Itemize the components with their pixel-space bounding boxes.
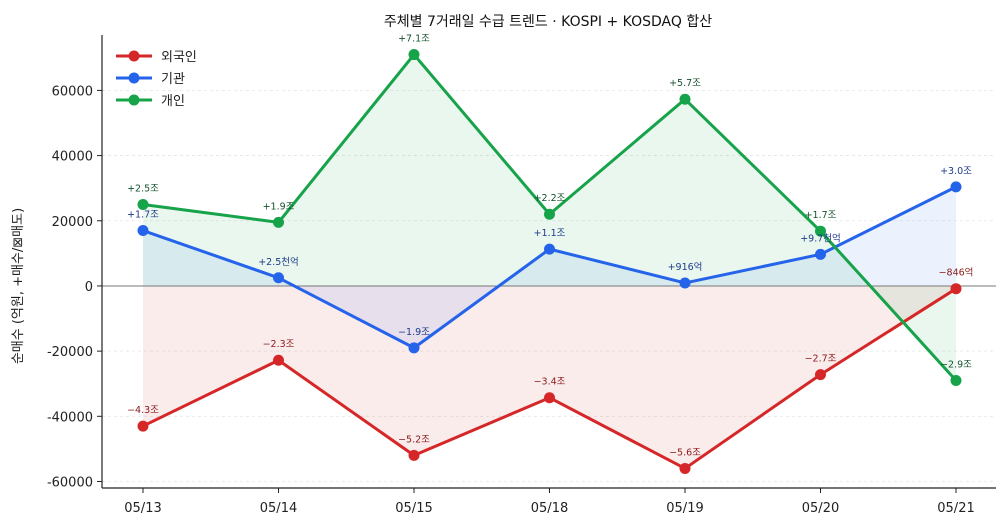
data-point	[679, 462, 691, 474]
x-tick-label: 05/21	[937, 501, 974, 516]
x-tick-label: 05/19	[666, 501, 703, 516]
data-label: −1.9조	[398, 327, 430, 338]
series-fill	[143, 186, 956, 348]
data-label: +7.1조	[398, 34, 430, 45]
x-tick-label: 05/20	[802, 501, 839, 516]
chart-title: 주체별 7거래일 수급 트렌드 · KOSPI + KOSDAQ 합산	[384, 14, 712, 30]
data-label: +2.2조	[534, 193, 566, 204]
data-label: −3.4조	[534, 377, 566, 388]
data-point	[408, 49, 420, 61]
data-point	[679, 93, 691, 105]
data-point	[815, 225, 826, 237]
legend-marker	[128, 72, 140, 84]
data-label: −2.7조	[805, 354, 837, 365]
data-point	[544, 243, 555, 255]
data-point	[408, 342, 420, 354]
data-label: −2.3조	[263, 339, 295, 350]
data-label: −5.2조	[398, 434, 430, 445]
x-tick-label: 05/14	[260, 501, 297, 516]
x-tick-label: 05/15	[395, 501, 432, 516]
data-point	[950, 181, 962, 193]
data-label: +1.7조	[805, 210, 837, 221]
legend-marker	[128, 50, 140, 62]
data-point	[137, 225, 149, 237]
data-label: +1.1조	[534, 228, 566, 239]
data-point	[544, 392, 555, 404]
data-label: −4.3조	[127, 405, 159, 416]
data-point	[544, 208, 555, 220]
data-point	[950, 374, 962, 386]
data-point	[273, 354, 284, 366]
y-tick-label: 0	[85, 280, 93, 295]
series-fill	[143, 285, 956, 469]
y-tick-label: 20000	[52, 215, 93, 230]
data-point	[137, 198, 149, 210]
data-point	[815, 369, 826, 381]
series-points	[137, 49, 962, 474]
data-point	[815, 248, 826, 260]
data-point	[137, 420, 149, 432]
data-label: −5.6조	[669, 447, 701, 458]
y-tick-label: 40000	[52, 150, 93, 165]
data-label: +2.5조	[127, 183, 159, 194]
x-tick-label: 05/13	[124, 501, 161, 516]
data-label: +1.7조	[127, 210, 159, 221]
data-label: +916억	[668, 261, 703, 273]
data-label: +3.0조	[940, 166, 972, 177]
data-point	[273, 272, 284, 284]
y-tick-label: 60000	[52, 84, 93, 99]
legend-marker	[128, 94, 140, 106]
axes: -60000 -40000 -20000 0 20000 40000 60000 05/13 0…	[47, 35, 996, 516]
y-tick-label: -60000	[47, 475, 93, 490]
legend-label: 기관	[161, 72, 185, 87]
data-point	[950, 283, 962, 295]
data-label: +2.5천억	[258, 256, 299, 268]
data-label: +5.7조	[669, 78, 701, 89]
y-tick-label: -40000	[47, 410, 93, 425]
x-tick-label: 05/18	[531, 501, 568, 516]
y-tick-label: -20000	[47, 345, 93, 360]
data-label: +9.7천억	[800, 232, 841, 244]
legend-label: 외국인	[161, 50, 197, 65]
data-label: +1.9조	[263, 201, 295, 212]
data-point	[679, 277, 691, 289]
y-axis-label: 순매수 (억원, +매수/⊠매도)	[11, 208, 26, 364]
data-label: −846억	[939, 267, 974, 279]
data-point	[408, 449, 420, 461]
data-point	[273, 216, 284, 228]
data-labels: −4.3조 −2.3조 −5.2조 −3.4조 −5.6조 −2.7조 −846억 +1.7조…	[127, 34, 973, 459]
data-label: −2.9조	[940, 359, 972, 370]
legend-label: 개인	[161, 94, 185, 109]
